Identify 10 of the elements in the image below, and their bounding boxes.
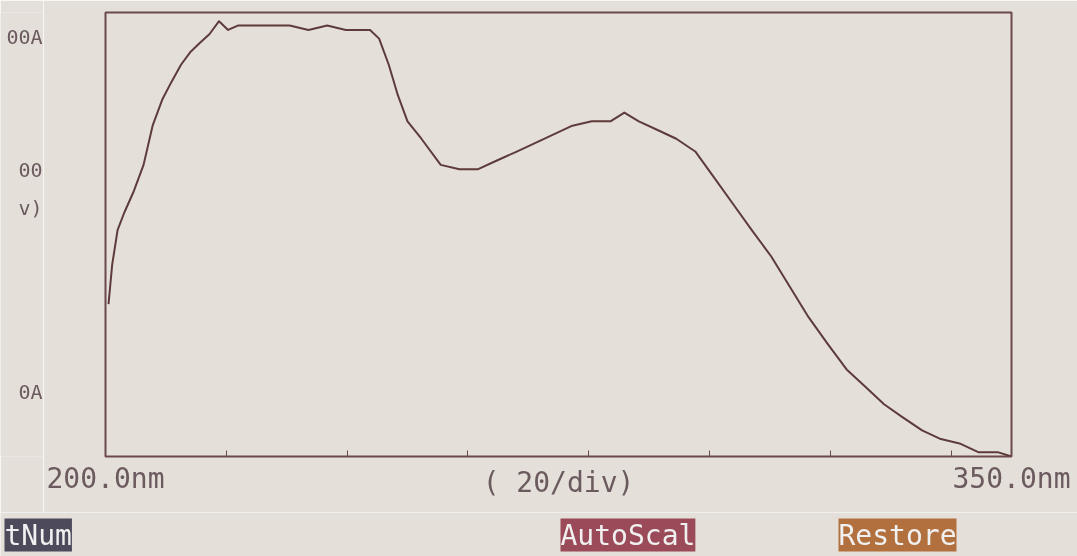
text: 00 xyxy=(18,158,43,183)
x-tick-label: 200.0nm xyxy=(46,461,165,495)
x-tick-label: 350.0nm xyxy=(952,461,1071,495)
text: AutoScal xyxy=(560,518,696,552)
text: tNum xyxy=(4,518,72,552)
text: Restore xyxy=(838,518,957,552)
text: v) xyxy=(18,196,43,221)
text: 00A xyxy=(6,24,43,49)
x-axis-title: ( 20/div) xyxy=(482,465,635,499)
text: 0A xyxy=(18,380,43,405)
